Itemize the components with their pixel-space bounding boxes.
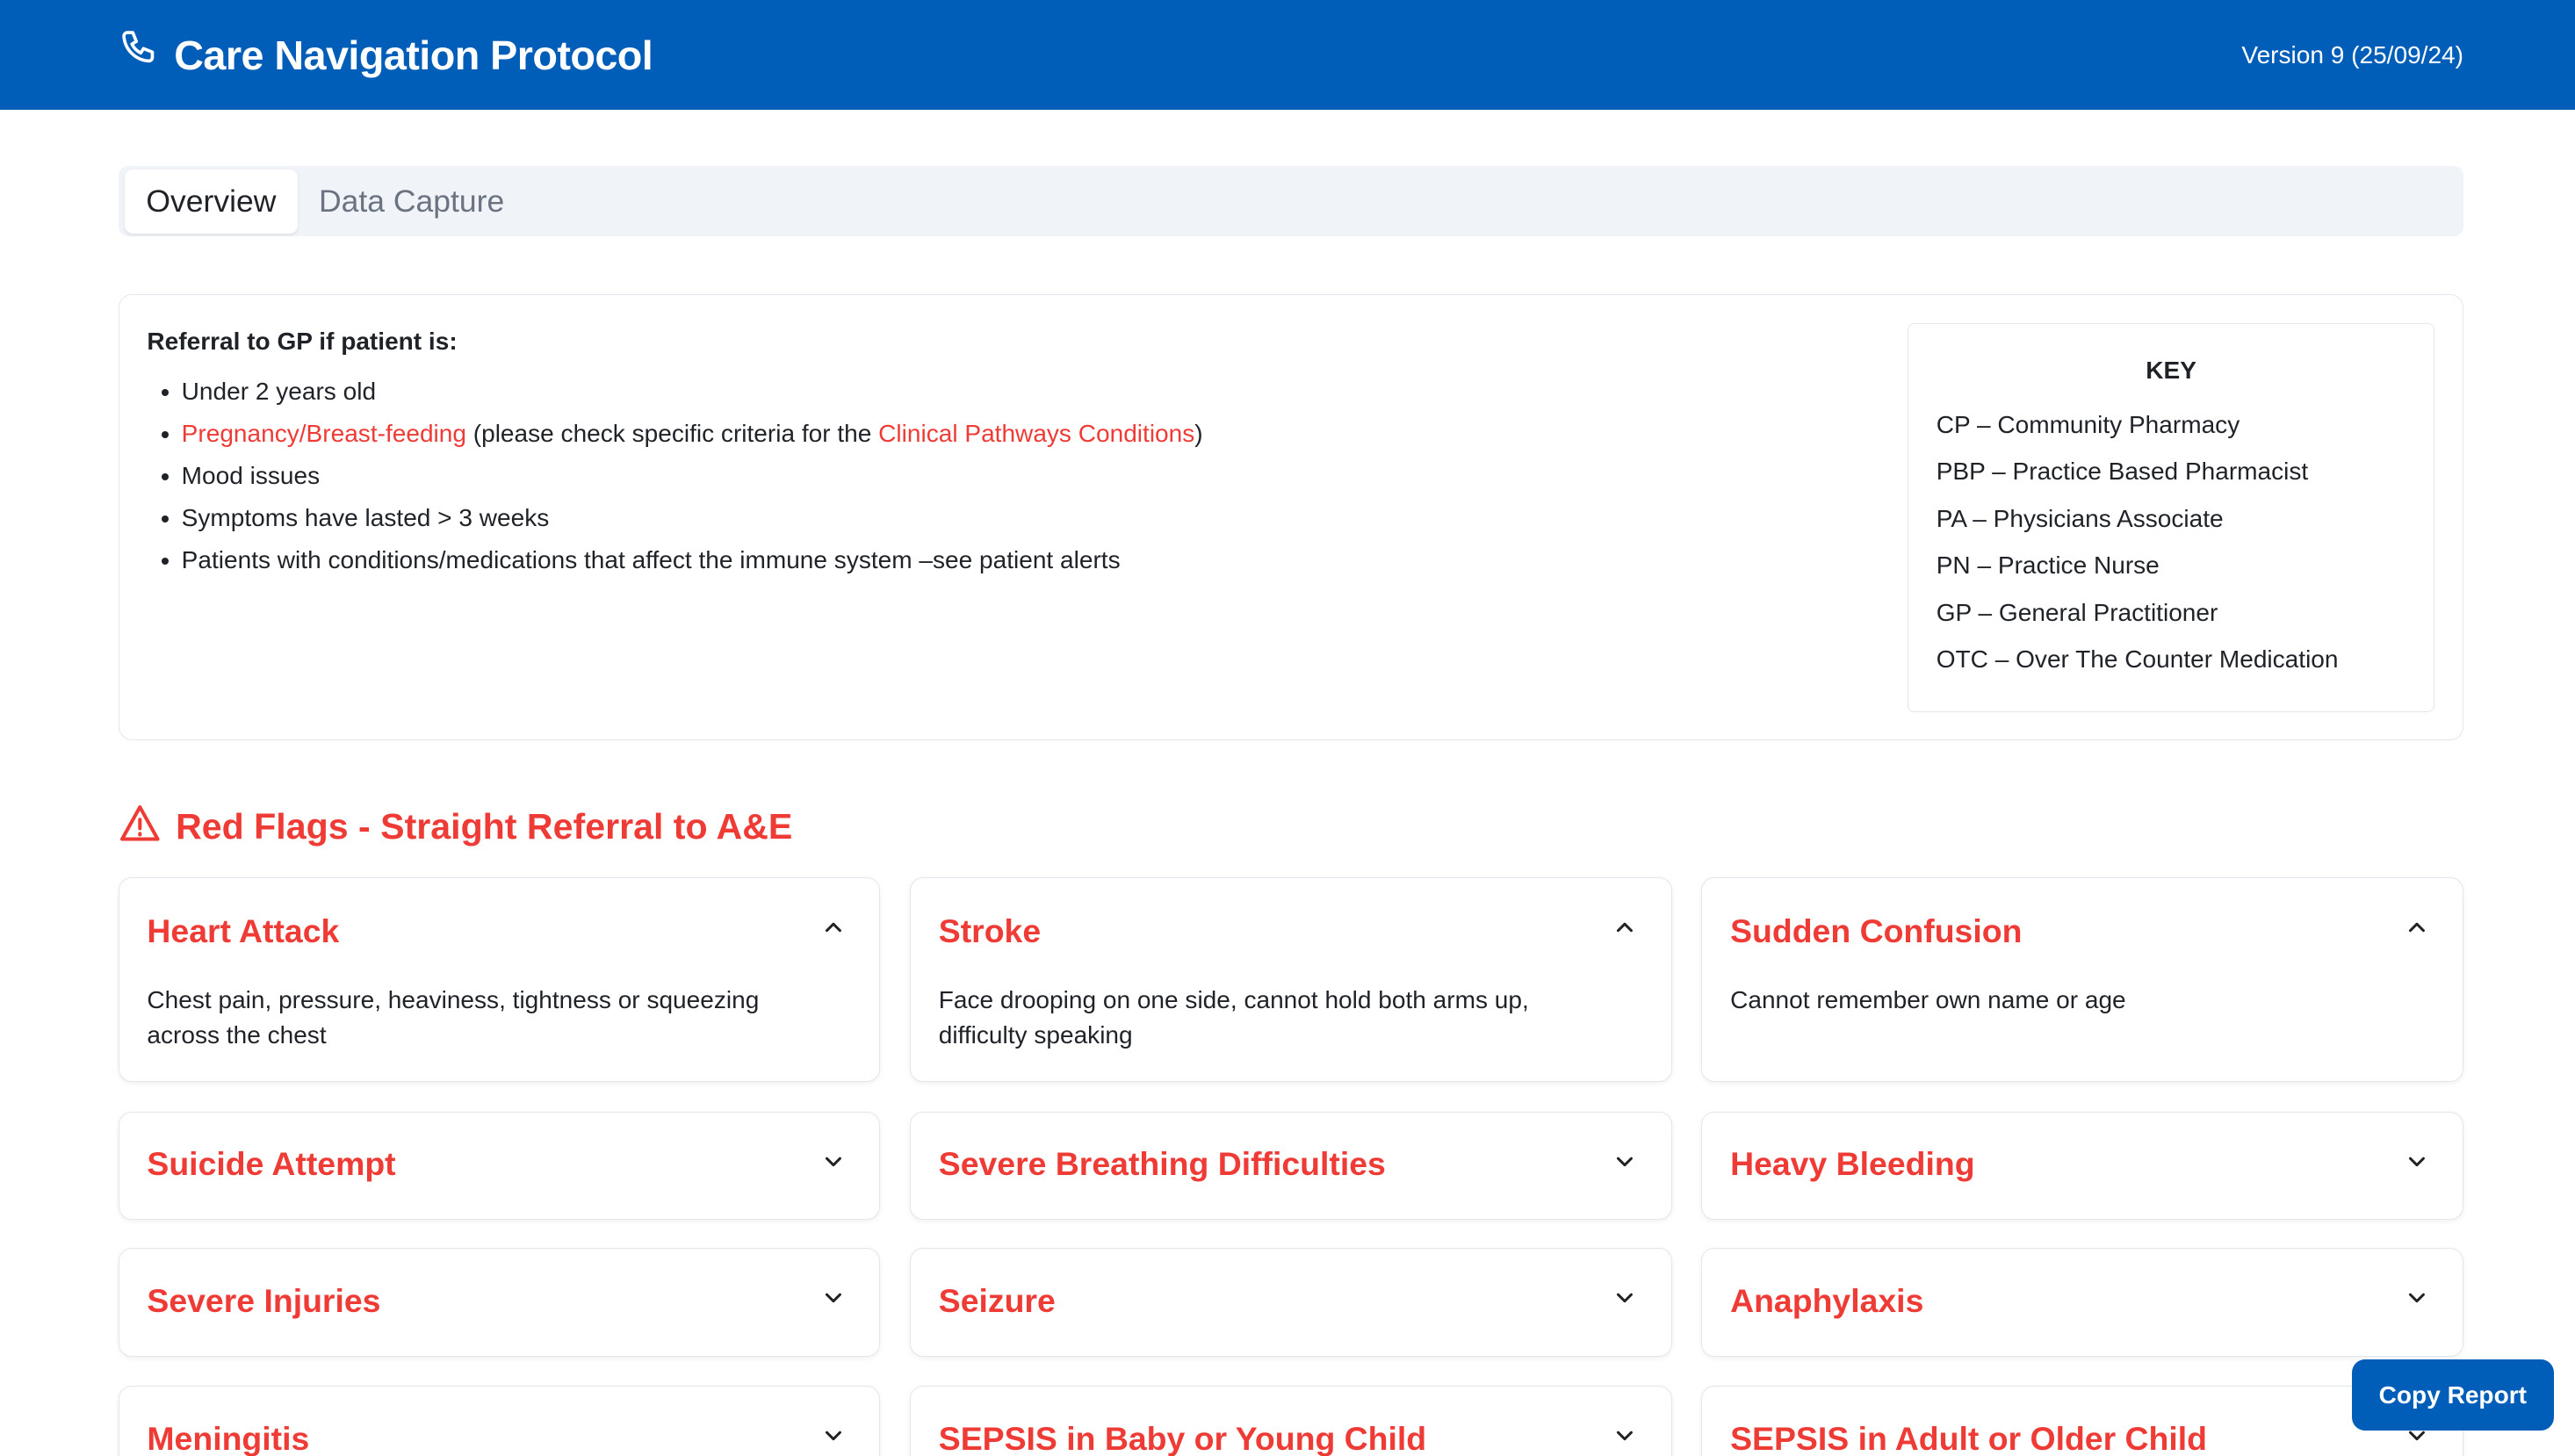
chevron-down-icon[interactable] (1612, 1423, 1638, 1456)
list-item: Under 2 years old (182, 371, 1203, 413)
version-label: Version 9 (25/09/24) (2241, 40, 2463, 68)
list-item: Patients with conditions/medications tha… (182, 539, 1203, 581)
key-item: PBP – Practice Based Pharmacist (1936, 458, 2309, 486)
red-flag-card[interactable]: Severe Injuries (118, 1248, 881, 1357)
key-box: KEY CP – Community Pharmacy PBP – Practi… (1907, 322, 2435, 712)
red-flag-card[interactable]: Anaphylaxis (1701, 1248, 2463, 1357)
key-item: PN – Practice Nurse (1936, 551, 2160, 580)
list-item: Symptoms have lasted > 3 weeks (182, 497, 1203, 539)
phone-icon (119, 29, 162, 82)
chevron-down-icon[interactable] (2404, 1285, 2430, 1318)
card-description: Chest pain, pressure, heaviness, tightne… (147, 986, 760, 1049)
card-title: Severe Injuries (147, 1281, 381, 1319)
card-title: Sudden Confusion (1730, 912, 2023, 949)
chevron-down-icon[interactable] (820, 1149, 847, 1182)
card-title: Heavy Bleeding (1730, 1145, 1975, 1183)
list-item: Pregnancy/Breast-feeding (please check s… (182, 413, 1203, 455)
key-item: OTC – Over The Counter Medication (1936, 645, 2339, 673)
app-title: Care Navigation Protocol (174, 32, 653, 78)
warning-icon (119, 802, 162, 854)
red-flag-card[interactable]: Suicide Attempt (118, 1111, 881, 1221)
chevron-down-icon[interactable] (2404, 1149, 2430, 1182)
chevron-down-icon[interactable] (2404, 1423, 2430, 1456)
red-flag-card[interactable]: Heart Attack Chest pain, pressure, heavi… (118, 876, 881, 1083)
referral-panel: Referral to GP if patient is: Under 2 ye… (118, 293, 2463, 741)
chevron-down-icon[interactable] (820, 1285, 847, 1318)
card-title: Anaphylaxis (1730, 1281, 1924, 1319)
card-title: Suicide Attempt (147, 1145, 396, 1183)
pregnancy-link[interactable]: Pregnancy/Breast-feeding (181, 420, 466, 447)
card-title: SEPSIS in Adult or Older Child (1730, 1419, 2207, 1456)
app-header: Care Navigation Protocol Version 9 (25/0… (0, 0, 2575, 111)
red-flag-card[interactable]: SEPSIS in Adult or Older Child (1701, 1386, 2463, 1456)
red-flag-card[interactable]: Sudden Confusion Cannot remember own nam… (1701, 876, 2463, 1083)
card-title: Stroke (938, 912, 1042, 949)
key-item: GP – General Practitioner (1936, 598, 2218, 626)
red-flag-card[interactable]: Severe Breathing Difficulties (909, 1111, 1672, 1221)
red-flag-card[interactable]: Meningitis (118, 1386, 881, 1456)
chevron-down-icon[interactable] (1612, 1149, 1638, 1182)
tab-overview[interactable]: Overview (125, 169, 298, 234)
key-item: PA – Physicians Associate (1936, 504, 2224, 532)
chevron-up-icon[interactable] (820, 914, 847, 948)
chevron-down-icon[interactable] (1612, 1285, 1638, 1318)
referral-heading: Referral to GP if patient is: (147, 328, 458, 356)
red-flag-card[interactable]: Seizure (909, 1248, 1672, 1357)
card-title: Heart Attack (147, 912, 340, 949)
red-flag-card[interactable]: Stroke Face drooping on one side, cannot… (909, 876, 1672, 1083)
red-flag-card[interactable]: Heavy Bleeding (1701, 1111, 2463, 1221)
red-flag-card[interactable]: SEPSIS in Baby or Young Child (909, 1386, 1672, 1456)
tab-bar: Overview Data Capture (118, 165, 2463, 237)
key-title: KEY (2146, 356, 2196, 384)
card-description: Cannot remember own name or age (1730, 986, 2126, 1014)
card-title: SEPSIS in Baby or Young Child (938, 1419, 1427, 1456)
clinical-pathways-link[interactable]: Clinical Pathways Conditions (878, 420, 1195, 447)
chevron-down-icon[interactable] (820, 1423, 847, 1456)
tab-data-capture[interactable]: Data Capture (319, 183, 505, 219)
red-flags-heading: Red Flags - Straight Referral to A&E (119, 802, 792, 854)
list-item: Mood issues (182, 455, 1203, 497)
card-description: Face drooping on one side, cannot hold b… (938, 986, 1529, 1049)
copy-report-button[interactable]: Copy Report (2351, 1359, 2554, 1431)
chevron-up-icon[interactable] (2404, 914, 2430, 948)
chevron-up-icon[interactable] (1612, 914, 1638, 948)
key-item: CP – Community Pharmacy (1936, 410, 2240, 438)
card-title: Meningitis (147, 1419, 310, 1456)
card-title: Severe Breathing Difficulties (938, 1145, 1386, 1183)
card-title: Seizure (938, 1281, 1056, 1319)
